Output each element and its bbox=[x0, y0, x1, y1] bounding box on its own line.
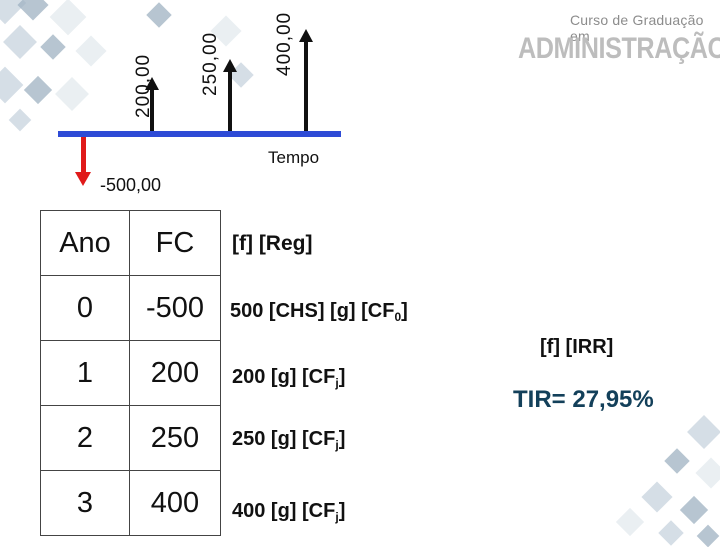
table-header-row: Ano FC bbox=[40, 210, 221, 276]
cell-fc: 400 bbox=[129, 470, 221, 536]
cell-fc: 250 bbox=[129, 405, 221, 471]
inflow-label-1: 200,00 bbox=[133, 53, 154, 118]
keystroke-subscript: j bbox=[335, 376, 339, 390]
keystroke-end: ] bbox=[338, 366, 346, 388]
cell-ano: 0 bbox=[40, 275, 130, 341]
irr-result: TIR= 27,95% bbox=[513, 386, 654, 413]
cell-ano: 1 bbox=[40, 340, 130, 406]
keystroke-subscript: 0 bbox=[394, 310, 402, 324]
keystroke-step-0: 500 [CHS] [g] [CF0] bbox=[230, 300, 408, 324]
inflow-arrow-1 bbox=[145, 77, 159, 132]
keystroke-text: 250 [g] [CF bbox=[232, 428, 336, 450]
outflow-label: -500,00 bbox=[100, 175, 162, 195]
keystroke-end: ] bbox=[401, 300, 408, 322]
inflow-label-3: 400,00 bbox=[274, 11, 295, 76]
keystroke-step-1: 200 [g] [CFj] bbox=[232, 366, 345, 390]
time-axis bbox=[58, 131, 341, 137]
keystroke-text: 200 [g] [CF bbox=[232, 366, 336, 388]
cell-fc: 200 bbox=[129, 340, 221, 406]
cashflow-table: Ano FC 0 -500 1 200 2 250 3 400 bbox=[40, 210, 221, 536]
time-axis-label: Tempo bbox=[268, 148, 320, 167]
table-row: 3 400 bbox=[40, 470, 221, 536]
keystroke-end: ] bbox=[338, 500, 346, 522]
header-fc: FC bbox=[129, 210, 221, 276]
irr-keystroke: [f] [IRR] bbox=[540, 336, 614, 358]
table-row: 1 200 bbox=[40, 340, 221, 406]
cell-fc: -500 bbox=[129, 275, 221, 341]
header-ano: Ano bbox=[40, 210, 130, 276]
keystroke-end: ] bbox=[338, 428, 346, 450]
keystroke-text: 500 [CHS] [g] [CF bbox=[230, 300, 395, 322]
clear-registers-step: [f] [Reg] bbox=[232, 232, 313, 255]
cell-ano: 2 bbox=[40, 405, 130, 471]
brand-logo-text: ADMINISTRAÇÃO bbox=[518, 32, 720, 65]
inflow-label-2: 250,00 bbox=[200, 31, 221, 96]
keystroke-subscript: j bbox=[335, 438, 339, 452]
inflow-arrow-3 bbox=[299, 29, 313, 132]
keystroke-text: 400 [g] [CF bbox=[232, 500, 336, 522]
table-row: 0 -500 bbox=[40, 275, 221, 341]
keystroke-subscript: j bbox=[335, 510, 339, 524]
inflow-arrow-2 bbox=[223, 59, 237, 132]
keystroke-step-2: 250 [g] [CFj] bbox=[232, 428, 345, 452]
table-row: 2 250 bbox=[40, 405, 221, 471]
cell-ano: 3 bbox=[40, 470, 130, 536]
brand-subtitle: Curso de Graduação em bbox=[570, 12, 704, 44]
keystroke-step-3: 400 [g] [CFj] bbox=[232, 500, 345, 524]
outflow-arrow bbox=[75, 137, 91, 186]
